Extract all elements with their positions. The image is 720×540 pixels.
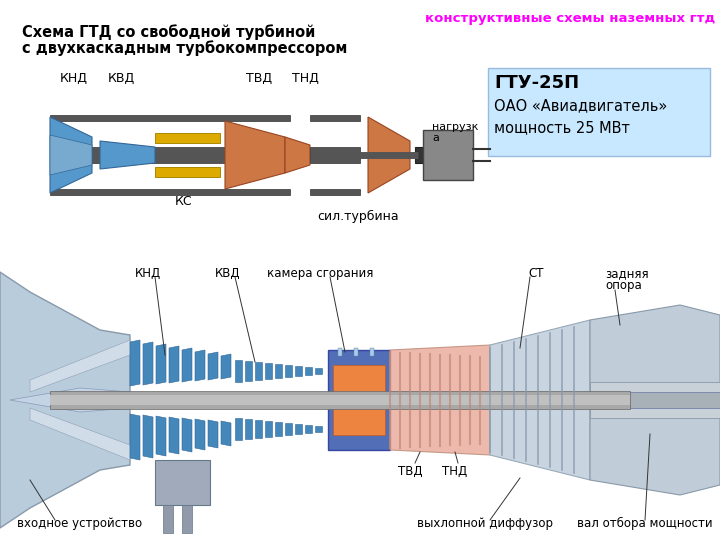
Polygon shape [275, 364, 282, 378]
Bar [310, 147, 360, 163]
Polygon shape [100, 141, 155, 169]
Bar [423, 130, 473, 180]
Polygon shape [235, 418, 242, 440]
Text: Схема ГТД со свободной турбиной: Схема ГТД со свободной турбиной [22, 24, 315, 40]
Text: нагрузк
а: нагрузк а [432, 122, 478, 143]
Polygon shape [130, 340, 140, 386]
Text: камера сгорания: камера сгорания [267, 267, 373, 280]
Polygon shape [50, 117, 92, 193]
Polygon shape [245, 361, 252, 381]
Text: СТ: СТ [528, 267, 544, 280]
Polygon shape [195, 419, 205, 450]
Bar [155, 133, 220, 143]
Bar [590, 382, 720, 418]
Bar [50, 395, 630, 405]
Polygon shape [208, 352, 218, 380]
Text: мощность 25 МВт: мощность 25 МВт [494, 120, 630, 135]
Text: ТНД: ТНД [292, 72, 319, 85]
Polygon shape [255, 362, 262, 380]
Polygon shape [305, 367, 312, 375]
Text: КВД: КВД [215, 267, 240, 280]
Bar [488, 68, 710, 156]
Text: конструктивные схемы наземных гтд: конструктивные схемы наземных гтд [425, 12, 715, 25]
Text: с двухкаскадным турбокомпрессором: с двухкаскадным турбокомпрессором [22, 40, 347, 56]
Text: ОАО «Авиадвигатель»: ОАО «Авиадвигатель» [494, 98, 667, 113]
Bar [50, 189, 290, 195]
Polygon shape [195, 350, 205, 381]
Bar [415, 147, 423, 163]
Bar [310, 189, 360, 195]
Text: сил.турбина: сил.турбина [318, 210, 399, 223]
Text: опора: опора [605, 279, 642, 292]
Polygon shape [182, 418, 192, 452]
Polygon shape [10, 388, 130, 412]
Text: входное устройство: входное устройство [17, 517, 143, 530]
Bar [182, 505, 192, 533]
Text: ТВД: ТВД [397, 465, 423, 478]
Polygon shape [225, 121, 285, 189]
Polygon shape [143, 342, 153, 385]
Polygon shape [221, 421, 231, 446]
Polygon shape [265, 421, 272, 437]
Text: выхлопной диффузор: выхлопной диффузор [417, 517, 553, 530]
Polygon shape [50, 135, 92, 175]
Text: вал отбора мощности: вал отбора мощности [577, 517, 713, 530]
Polygon shape [265, 363, 272, 379]
Polygon shape [169, 346, 179, 383]
Text: КВД: КВД [108, 72, 135, 85]
Bar [50, 147, 290, 163]
Bar [333, 405, 385, 435]
Polygon shape [390, 345, 490, 455]
Text: КНД: КНД [135, 267, 161, 280]
Bar [0, 262, 720, 538]
Polygon shape [182, 348, 192, 382]
Bar [338, 348, 342, 356]
Polygon shape [295, 424, 302, 434]
Polygon shape [285, 423, 292, 435]
Text: ТНД: ТНД [442, 465, 467, 478]
Bar [155, 167, 220, 177]
Polygon shape [315, 368, 322, 374]
Bar [155, 460, 210, 505]
Polygon shape [208, 420, 218, 448]
Polygon shape [169, 417, 179, 454]
Bar [333, 365, 385, 395]
Polygon shape [0, 272, 130, 528]
Polygon shape [275, 422, 282, 436]
Bar [50, 115, 290, 121]
Bar [50, 391, 630, 409]
Text: КНД: КНД [60, 72, 88, 85]
Bar [370, 348, 374, 356]
Polygon shape [156, 416, 166, 456]
Bar [354, 348, 358, 356]
Text: КС: КС [175, 195, 193, 208]
Polygon shape [490, 320, 590, 480]
Polygon shape [368, 117, 410, 193]
Polygon shape [130, 414, 140, 460]
Polygon shape [285, 365, 292, 377]
Polygon shape [156, 344, 166, 384]
Polygon shape [30, 408, 130, 460]
Polygon shape [235, 360, 242, 382]
Polygon shape [30, 340, 130, 392]
Polygon shape [295, 366, 302, 376]
Polygon shape [590, 305, 720, 495]
Bar [590, 392, 720, 408]
Polygon shape [255, 420, 262, 438]
Text: ГТУ-25П: ГТУ-25П [494, 74, 579, 92]
Polygon shape [305, 425, 312, 433]
Polygon shape [245, 419, 252, 439]
Text: задняя: задняя [605, 267, 649, 280]
Bar [328, 350, 390, 450]
Bar [310, 115, 360, 121]
Bar [163, 505, 173, 533]
Text: ТВД: ТВД [246, 72, 272, 85]
Polygon shape [221, 354, 231, 379]
Polygon shape [285, 137, 310, 173]
Polygon shape [143, 415, 153, 458]
Polygon shape [315, 426, 322, 432]
